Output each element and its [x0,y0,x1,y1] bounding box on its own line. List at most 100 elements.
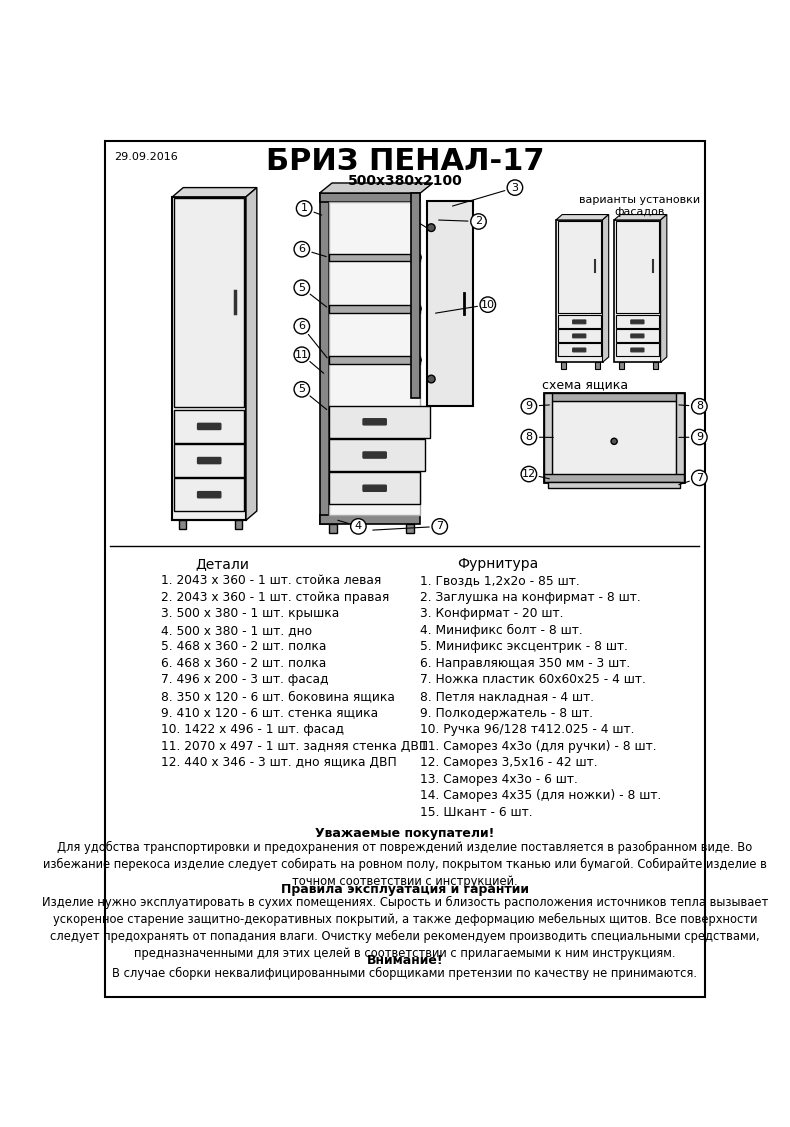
Bar [615,314,659,328]
Circle shape [691,470,707,486]
Text: 500x380x2100: 500x380x2100 [348,174,462,188]
Polygon shape [320,183,433,193]
Text: Фурнитура: Фурнитура [457,557,539,571]
Bar [329,254,420,261]
Bar [320,193,329,524]
Bar [329,202,420,515]
Text: БРИЗ ПЕНАЛ-17: БРИЗ ПЕНАЛ-17 [265,147,544,176]
Bar [329,356,420,364]
Bar [552,401,676,481]
Circle shape [427,224,435,231]
Text: В случае сборки неквалифицированными сборщиками претензии по качеству не принима: В случае сборки неквалифицированными сбо… [112,967,698,980]
Circle shape [432,518,447,534]
Bar [411,193,420,398]
FancyBboxPatch shape [198,458,221,463]
Polygon shape [660,214,667,363]
Circle shape [521,399,536,414]
Circle shape [415,408,421,415]
Bar [427,201,473,406]
Circle shape [294,319,310,334]
Text: Для удобства транспортировки и предохранения от повреждений изделие поставляется: Для удобства транспортировки и предохран… [43,841,767,888]
FancyBboxPatch shape [363,485,386,491]
Text: 6. Направляющая 350 мм - 3 шт.: 6. Направляющая 350 мм - 3 шт. [420,657,630,669]
Text: 10: 10 [481,300,495,310]
Bar [544,393,684,481]
Text: Правила эксплуатация и гарантии: Правила эксплуатация и гарантии [281,882,529,896]
Text: 12. Саморез 3,5х16 - 42 шт.: 12. Саморез 3,5х16 - 42 шт. [420,756,598,770]
Bar [329,472,420,504]
Bar [556,220,603,363]
Text: 7. Ножка пластик 60х60х25 - 4 шт.: 7. Ножка пластик 60х60х25 - 4 шт. [420,674,646,686]
Circle shape [521,429,536,445]
Text: 4: 4 [355,522,362,532]
Text: 8: 8 [696,401,703,411]
Circle shape [691,429,707,445]
FancyBboxPatch shape [363,452,386,458]
Text: 10. Ручка 96/128 т412.025 - 4 шт.: 10. Ручка 96/128 т412.025 - 4 шт. [420,724,635,736]
Text: 11: 11 [295,349,309,360]
Text: 2. 2043 х 360 - 1 шт. стойка правая: 2. 2043 х 360 - 1 шт. стойка правая [160,591,389,604]
Text: 9. Полкодержатель - 8 шт.: 9. Полкодержатель - 8 шт. [420,707,593,719]
Text: 5: 5 [299,283,305,293]
Bar [548,481,680,488]
Text: 29.09.2016: 29.09.2016 [115,152,178,162]
Text: 7: 7 [696,473,703,482]
Text: 1. 2043 х 360 - 1 шт. стойка левая: 1. 2043 х 360 - 1 шт. стойка левая [160,574,381,587]
Text: 12: 12 [522,469,536,479]
Bar [544,474,684,481]
Text: 3. 500 х 380 - 1 шт. крышка: 3. 500 х 380 - 1 шт. крышка [160,607,339,620]
Circle shape [427,375,435,383]
Text: схема ящика: схема ящика [543,378,629,391]
Circle shape [691,399,707,414]
Text: 5: 5 [299,384,305,394]
Text: Уважаемые покупатели!: Уважаемые покупатели! [315,827,495,841]
FancyBboxPatch shape [630,334,644,338]
Circle shape [415,305,421,312]
FancyBboxPatch shape [363,419,386,425]
Text: варианты установки
фасадов: варианты установки фасадов [579,195,701,216]
FancyBboxPatch shape [573,334,586,338]
Text: 4. Минификс болт - 8 шт.: 4. Минификс болт - 8 шт. [420,624,583,637]
Bar [174,444,244,477]
Circle shape [521,467,536,481]
Polygon shape [246,187,257,521]
Circle shape [351,518,366,534]
Text: 10. 1422 х 496 - 1 шт. фасад: 10. 1422 х 496 - 1 шт. фасад [160,724,344,736]
Bar [653,363,658,369]
FancyBboxPatch shape [630,320,644,323]
Bar [544,393,552,481]
Text: 14. Саморез 4х35 (для ножки) - 8 шт.: 14. Саморез 4х35 (для ножки) - 8 шт. [420,789,662,802]
Bar [329,406,430,437]
Circle shape [415,357,421,363]
Circle shape [294,347,310,363]
Bar [320,193,420,202]
Text: 5. Минификс эксцентрик - 8 шт.: 5. Минификс эксцентрик - 8 шт. [420,640,628,654]
Bar [329,524,337,533]
Text: 9: 9 [525,401,532,411]
FancyBboxPatch shape [198,491,221,498]
Text: 3. Конфирмат - 20 шт.: 3. Конфирмат - 20 шт. [420,607,564,620]
Bar [561,363,566,369]
Circle shape [507,180,523,195]
Circle shape [415,255,421,260]
Bar [544,393,684,401]
Bar [558,314,601,328]
Text: 1: 1 [301,203,307,213]
FancyBboxPatch shape [573,320,586,323]
Text: 4. 500 х 380 - 1 шт. дно: 4. 500 х 380 - 1 шт. дно [160,624,312,637]
Circle shape [471,214,487,229]
Bar [619,363,624,369]
Polygon shape [556,214,609,220]
Text: 2: 2 [475,216,482,227]
Text: 6: 6 [299,321,305,331]
Bar [320,515,420,524]
Circle shape [294,241,310,257]
FancyBboxPatch shape [573,348,586,352]
Circle shape [296,201,312,216]
Bar [174,410,244,443]
Text: 7: 7 [436,522,443,532]
Bar [406,524,414,533]
Bar [329,408,420,415]
Circle shape [294,382,310,397]
Text: 6. 468 х 360 - 2 шт. полка: 6. 468 х 360 - 2 шт. полка [160,657,326,669]
